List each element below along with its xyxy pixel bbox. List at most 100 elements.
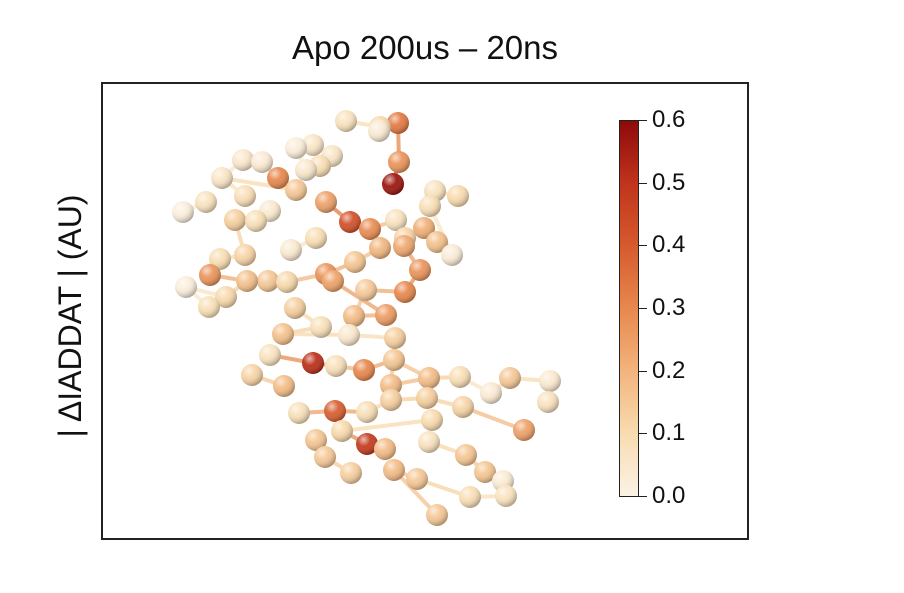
residue-sphere <box>236 270 258 292</box>
residue-sphere <box>224 209 246 231</box>
residue-sphere <box>421 409 443 431</box>
residue-sphere <box>324 400 346 422</box>
residue-sphere <box>426 504 448 526</box>
residue-sphere <box>295 159 317 181</box>
colorbar-tick-label: 0.0 <box>652 482 686 509</box>
residue-sphere <box>385 209 407 231</box>
residue-sphere <box>273 375 295 397</box>
residue-sphere <box>418 367 440 389</box>
residue-sphere <box>331 420 353 442</box>
residue-sphere <box>499 367 521 389</box>
residue-sphere <box>513 419 535 441</box>
residue-sphere <box>441 244 463 266</box>
colorbar-tick-label: 0.4 <box>652 231 686 259</box>
residue-sphere <box>175 276 197 298</box>
residue-sphere <box>382 173 404 195</box>
residue-sphere <box>285 137 307 159</box>
residue-sphere <box>288 402 310 424</box>
residue-sphere <box>383 349 405 371</box>
residue-sphere <box>495 485 517 507</box>
residue-sphere <box>419 195 441 217</box>
residue-sphere <box>339 211 361 233</box>
residue-sphere <box>384 327 406 349</box>
residue-sphere <box>259 344 281 366</box>
residue-sphere <box>449 366 471 388</box>
residue-sphere <box>455 444 477 466</box>
residue-sphere <box>356 433 378 455</box>
residue-sphere <box>343 305 365 327</box>
residue-sphere <box>383 459 405 481</box>
residue-sphere <box>245 210 267 232</box>
residue-sphere <box>387 112 409 134</box>
residue-sphere <box>418 431 440 453</box>
residue-sphere <box>315 191 337 213</box>
residue-sphere <box>388 151 410 173</box>
residue-sphere <box>257 270 279 292</box>
residue-sphere <box>198 296 220 318</box>
residue-sphere <box>310 316 332 338</box>
residue-sphere <box>359 218 381 240</box>
residue-sphere <box>211 167 233 189</box>
residue-sphere <box>276 271 298 293</box>
residue-sphere <box>302 352 324 374</box>
residue-sphere <box>394 281 416 303</box>
residue-sphere <box>447 185 469 207</box>
colorbar-tick-label: 0.6 <box>652 106 686 133</box>
residue-sphere <box>413 217 435 239</box>
residue-sphere <box>409 259 431 281</box>
residue-sphere <box>474 461 496 483</box>
residue-sphere <box>480 382 502 404</box>
residue-sphere <box>368 120 390 142</box>
residue-sphere <box>537 391 559 413</box>
residue-sphere <box>241 364 263 386</box>
residue-sphere <box>305 227 327 249</box>
residue-sphere <box>267 167 289 189</box>
residue-sphere <box>374 438 396 460</box>
colorbar <box>619 120 639 497</box>
colorbar-tick <box>639 433 647 435</box>
residue-sphere <box>280 239 302 261</box>
residue-sphere <box>539 370 561 392</box>
residue-sphere <box>195 191 217 213</box>
residue-sphere <box>209 248 231 270</box>
colorbar-tick <box>639 245 647 247</box>
residue-sphere <box>285 179 307 201</box>
residue-sphere <box>356 401 378 423</box>
residue-sphere <box>353 359 375 381</box>
residue-sphere <box>375 304 397 326</box>
residue-bond <box>340 418 434 433</box>
residue-sphere <box>199 264 221 286</box>
residue-sphere <box>459 486 481 508</box>
residue-sphere <box>305 429 327 451</box>
residue-sphere <box>234 185 256 207</box>
residue-sphere <box>344 251 366 273</box>
residue-sphere <box>215 286 237 308</box>
residue-sphere <box>325 355 347 377</box>
colorbar-tick-label: 0.5 <box>652 168 686 196</box>
residue-sphere <box>232 149 254 171</box>
colorbar-tick <box>639 308 647 309</box>
residue-sphere <box>251 151 273 173</box>
colorbar-tick-label: 0.3 <box>652 294 686 321</box>
residue-sphere <box>172 201 194 223</box>
colorbar-tick <box>639 370 647 372</box>
residue-sphere <box>369 237 391 259</box>
residue-sphere <box>335 110 357 132</box>
residue-sphere <box>314 446 336 468</box>
residue-sphere <box>416 387 438 409</box>
residue-sphere <box>338 324 360 346</box>
colorbar-tick-label: 0.1 <box>652 419 686 447</box>
colorbar-tick <box>639 182 647 184</box>
residue-sphere <box>355 279 377 301</box>
residue-sphere <box>406 468 428 490</box>
residue-sphere <box>302 134 324 156</box>
plot-title: Apo 200us – 20ns <box>291 29 559 66</box>
residue-sphere <box>340 462 362 484</box>
residue-sphere <box>322 270 344 292</box>
residue-sphere <box>272 323 294 345</box>
residue-sphere <box>284 297 306 319</box>
residue-sphere <box>234 244 256 266</box>
colorbar-tick-label: 0.2 <box>652 356 686 384</box>
residue-sphere <box>426 231 448 253</box>
